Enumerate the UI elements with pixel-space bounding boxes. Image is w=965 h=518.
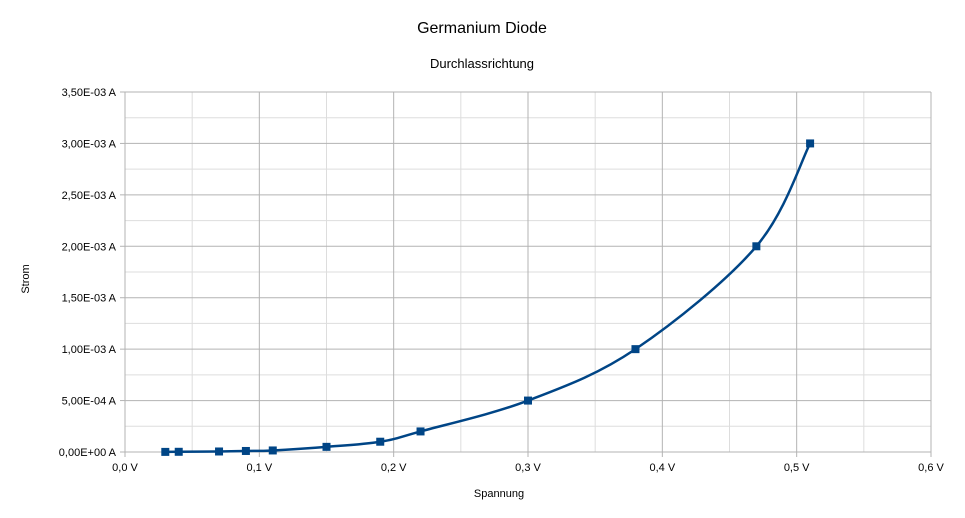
data-point (161, 447, 170, 456)
data-point (524, 396, 532, 405)
data-point (241, 446, 250, 455)
data-point (376, 437, 385, 446)
y-tick-label: 3,00E-03 A (62, 138, 117, 150)
y-axis-label: Strom (20, 264, 32, 293)
data-point (322, 442, 331, 451)
data-point (416, 427, 425, 436)
series-group (161, 139, 815, 456)
data-point (215, 447, 224, 456)
tick-labels: 0,0 V 0,1 V 0,2 V 0,3 V 0,4 V 0,5 V 0,6 V 0,00E… (59, 87, 945, 474)
y-tick-label: 2,00E-03 A (62, 241, 117, 253)
x-axis-label: Spannung (474, 488, 524, 500)
data-point (174, 447, 183, 456)
x-tick-label: 0,0 V (112, 462, 138, 474)
chart-title: Germanium Diode (417, 20, 547, 37)
y-tick-label: 2,50E-03 A (62, 190, 117, 202)
x-tick-label: 0,6 V (918, 462, 944, 474)
x-tick-label: 0,1 V (246, 462, 272, 474)
y-tick-label: 1,00E-03 A (62, 344, 117, 356)
data-point (752, 242, 761, 251)
y-tick-label: 1,50E-03 A (62, 293, 117, 305)
data-point (631, 345, 640, 354)
y-tick-label: 3,50E-03 A (62, 87, 117, 99)
x-tick-label: 0,2 V (381, 462, 407, 474)
x-tick-label: 0,5 V (784, 462, 810, 474)
x-tick-label: 0,3 V (515, 462, 541, 474)
y-tick-label: 0,00E+00 A (59, 447, 117, 459)
data-point (806, 139, 815, 148)
data-point (268, 446, 277, 455)
chart-subtitle: Durchlassrichtung (430, 56, 534, 71)
y-tick-label: 5,00E-04 A (62, 396, 117, 408)
x-tick-label: 0,4 V (649, 462, 675, 474)
